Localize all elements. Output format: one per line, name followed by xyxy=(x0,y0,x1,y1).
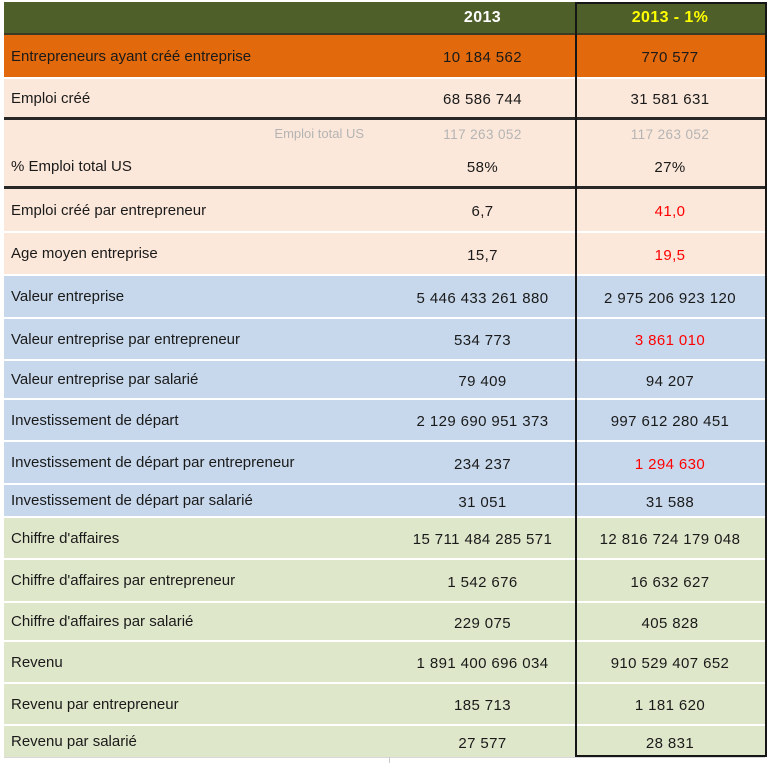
row-label: Revenu xyxy=(11,653,63,671)
value-2013: 1 891 400 696 034 xyxy=(416,655,549,672)
value-2013: 534 773 xyxy=(453,332,512,349)
value-scenario: 19,5 xyxy=(654,246,686,264)
table-row: Investissement de départ par salarié 31 0… xyxy=(4,483,765,516)
value-scenario: 997 612 280 451 xyxy=(610,413,730,430)
value-2013: 234 237 xyxy=(453,455,512,473)
value-scenario: 1 294 630 xyxy=(634,455,706,473)
row-label: Revenu par entrepreneur xyxy=(11,695,179,713)
value-2013: 79 409 xyxy=(458,372,507,390)
value-2013: 58% xyxy=(466,159,499,176)
financial-comparison-table: 2013 2013 - 1% Entrepreneurs ayant créé … xyxy=(4,2,767,758)
row-label: % Emploi total US xyxy=(11,157,132,175)
table-header-row: 2013 2013 - 1% xyxy=(4,2,765,33)
row-label: Emploi créé par entrepreneur xyxy=(11,201,207,219)
table-row: Age moyen entreprise 15,7 19,5 xyxy=(4,231,765,274)
value-scenario: 31 581 631 xyxy=(630,91,710,108)
value-2013: 27 577 xyxy=(458,734,507,752)
value-scenario: 3 861 010 xyxy=(634,332,706,349)
header-label-cell xyxy=(4,2,390,33)
value-scenario: 12 816 724 179 048 xyxy=(599,531,741,548)
row-label: Valeur entreprise par salarié xyxy=(11,371,199,388)
value-2013: 10 184 562 xyxy=(442,49,523,66)
value-2013: 15 711 484 285 571 xyxy=(412,531,553,548)
row-label: Chiffre d'affaires par salarié xyxy=(11,613,194,630)
value-2013: 5 446 433 261 880 xyxy=(416,289,549,307)
value-2013: 15,7 xyxy=(467,246,498,264)
value-2013: 117 263 052 xyxy=(443,127,522,142)
table-row: Emploi créé 68 586 744 31 581 631 xyxy=(4,77,765,117)
value-scenario: 41,0 xyxy=(654,203,686,220)
value-scenario: 1 181 620 xyxy=(634,697,706,714)
table-row: Chiffre d'affaires 15 711 484 285 571 12 8… xyxy=(4,516,765,558)
table-row: % Emploi total US 58% 27% xyxy=(4,146,765,186)
table-row: Entrepreneurs ayant créé entreprise 10 18… xyxy=(4,33,765,77)
row-label: Emploi total US xyxy=(274,125,364,141)
row-label: Investissement de départ par entrepreneu… xyxy=(11,454,295,471)
value-2013: 2 129 690 951 373 xyxy=(416,413,549,430)
row-label: Emploi créé xyxy=(11,89,91,107)
table-body: Entrepreneurs ayant créé entreprise 10 18… xyxy=(4,33,765,757)
value-scenario: 31 588 xyxy=(645,493,695,511)
row-label: Investissement de départ par salarié xyxy=(11,492,253,509)
table-row: Investissement de départ par entrepreneu… xyxy=(4,440,765,483)
gridline-stub xyxy=(389,757,390,763)
value-scenario: 910 529 407 652 xyxy=(610,655,730,672)
table-row: Revenu par entrepreneur 185 713 1 181 620 xyxy=(4,682,765,724)
value-scenario: 405 828 xyxy=(641,614,699,632)
row-label: Chiffre d'affaires xyxy=(11,529,120,547)
row-label: Chiffre d'affaires par entrepreneur xyxy=(11,572,236,589)
table-row: Chiffre d'affaires par salarié 229 075 405… xyxy=(4,601,765,640)
value-scenario: 27% xyxy=(654,159,686,176)
table-row: Valeur entreprise 5 446 433 261 880 2 975 … xyxy=(4,274,765,317)
value-2013: 229 075 xyxy=(453,614,512,632)
header-scenario-cell: 2013 - 1% xyxy=(631,8,709,26)
value-2013: 31 051 xyxy=(458,493,507,511)
row-label: Valeur entreprise xyxy=(11,288,125,305)
value-scenario: 28 831 xyxy=(645,734,695,752)
row-label: Revenu par salarié xyxy=(11,733,137,750)
table-row: Valeur entreprise par salarié 79 409 94 20… xyxy=(4,359,765,398)
row-label: Investissement de départ xyxy=(11,411,179,429)
table-row: Emploi créé par entrepreneur 6,7 41,0 xyxy=(4,186,765,231)
value-scenario: 770 577 xyxy=(641,49,699,66)
value-scenario: 94 207 xyxy=(645,372,695,390)
row-label: Age moyen entreprise xyxy=(11,245,158,262)
value-2013: 68 586 744 xyxy=(442,91,523,108)
value-2013: 6,7 xyxy=(471,203,494,220)
table-row: Revenu 1 891 400 696 034 910 529 407 652 xyxy=(4,640,765,682)
value-2013: 185 713 xyxy=(453,697,512,714)
row-label: Entrepreneurs ayant créé entreprise xyxy=(11,47,252,65)
value-2013: 1 542 676 xyxy=(447,573,518,591)
value-scenario: 2 975 206 923 120 xyxy=(604,289,736,307)
header-2013-cell: 2013 xyxy=(463,8,502,26)
value-scenario: 16 632 627 xyxy=(630,573,710,591)
table-row: Revenu par salarié 27 577 28 831 xyxy=(4,724,765,757)
table-row: Valeur entreprise par entrepreneur 534 77… xyxy=(4,317,765,359)
table-row: Emploi total US 117 263 052 117 263 052 xyxy=(4,117,765,146)
table-row: Investissement de départ 2 129 690 951 37… xyxy=(4,398,765,440)
table-row: Chiffre d'affaires par entrepreneur 1 542… xyxy=(4,558,765,601)
value-scenario: 117 263 052 xyxy=(630,127,710,142)
row-label: Valeur entreprise par entrepreneur xyxy=(11,330,241,348)
